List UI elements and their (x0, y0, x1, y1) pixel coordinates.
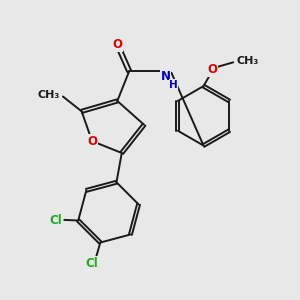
Text: CH₃: CH₃ (237, 56, 259, 66)
Text: O: O (207, 63, 218, 76)
Text: Cl: Cl (50, 214, 62, 227)
Text: N: N (160, 70, 170, 83)
Text: Cl: Cl (85, 257, 98, 270)
Text: CH₃: CH₃ (37, 90, 59, 100)
Text: O: O (112, 38, 122, 51)
Text: O: O (87, 135, 97, 148)
Text: H: H (169, 80, 178, 90)
